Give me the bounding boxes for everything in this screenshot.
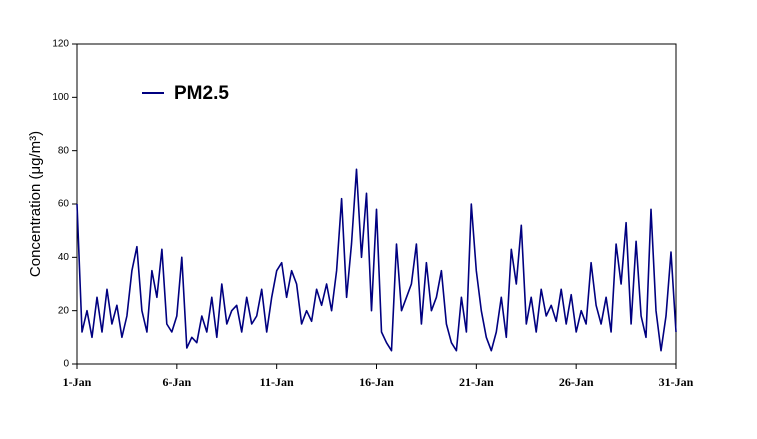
y-tick-label: 40	[58, 252, 70, 263]
y-tick-label: 120	[52, 39, 69, 50]
x-tick-label: 26-Jan	[559, 375, 594, 389]
legend-label: PM2.5	[174, 83, 229, 104]
y-tick-label: 100	[52, 92, 69, 103]
x-tick-label: 21-Jan	[459, 375, 494, 389]
x-tick-label: 31-Jan	[659, 375, 694, 389]
x-tick-label: 16-Jan	[359, 375, 394, 389]
y-tick-label: 20	[58, 305, 70, 316]
y-tick-label: 0	[63, 359, 69, 370]
y-tick-label: 80	[58, 145, 70, 156]
data-line	[76, 168, 677, 352]
x-tick-label: 11-Jan	[260, 375, 294, 389]
y-tick-label: 60	[58, 199, 70, 210]
x-tick-label: 1-Jan	[63, 375, 92, 389]
x-tick-label: 6-Jan	[162, 375, 191, 389]
y-axis-label: Concentration (μg/m³)	[27, 131, 44, 277]
